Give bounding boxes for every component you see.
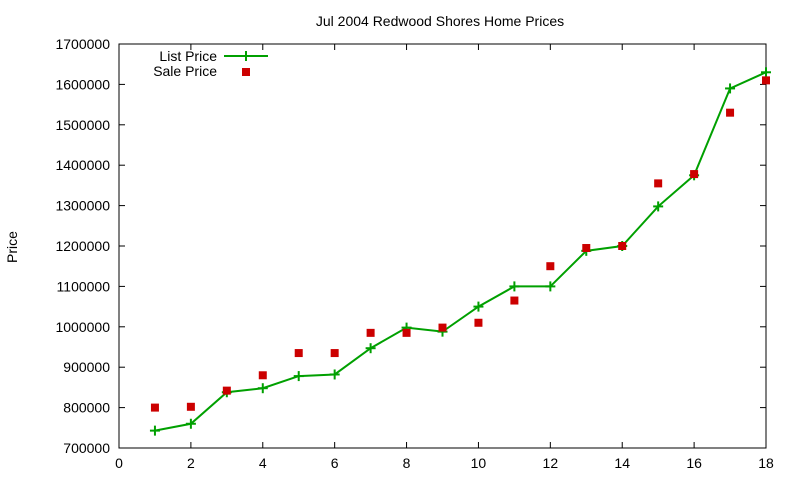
- list-price-point: [725, 83, 736, 94]
- x-tick-label: 18: [758, 455, 774, 471]
- x-tick-label: 8: [403, 455, 411, 471]
- y-tick-label: 1200000: [55, 238, 110, 254]
- y-tick-label: 700000: [63, 440, 110, 456]
- list-price-point: [365, 343, 376, 354]
- legend: List Price Sale Price: [153, 48, 268, 79]
- x-tick-label: 10: [471, 455, 487, 471]
- list-price-point: [293, 371, 304, 382]
- sale-price-point: [366, 328, 375, 337]
- y-tick-label: 900000: [63, 359, 110, 375]
- x-tick-label: 0: [115, 455, 123, 471]
- sale-price-point: [258, 371, 267, 380]
- sale-price-point: [762, 76, 770, 85]
- sale-price-point: [546, 262, 555, 271]
- sale-price-point: [150, 403, 159, 412]
- x-tick-label: 16: [686, 455, 702, 471]
- list-price-point: [185, 418, 196, 429]
- list-price-point: [329, 369, 340, 380]
- sale-price-point: [690, 170, 699, 179]
- y-tick-label: 1300000: [55, 198, 110, 214]
- sale-price-point: [186, 402, 195, 411]
- list-price-point: [653, 201, 664, 212]
- sale-price-point: [510, 296, 519, 305]
- list-price-point: [545, 281, 556, 292]
- y-tick-label: 1100000: [57, 278, 111, 294]
- x-tick-label: 2: [187, 455, 195, 471]
- sale-price-point: [582, 244, 591, 253]
- list-price-point: [257, 383, 268, 394]
- chart-title: Jul 2004 Redwood Shores Home Prices: [316, 13, 564, 29]
- sale-price-point: [294, 349, 303, 358]
- y-tick-label: 1600000: [55, 76, 110, 92]
- x-tick-label: 6: [331, 455, 339, 471]
- y-tick-label: 1000000: [55, 319, 110, 335]
- list-price-point: [761, 67, 771, 78]
- sale-price-point: [330, 349, 339, 358]
- y-tick-label: 1500000: [55, 117, 110, 133]
- x-tick-label: 12: [543, 455, 559, 471]
- sale-price-point: [654, 179, 663, 188]
- legend-marker-sale-price: [242, 68, 250, 76]
- legend-label-list-price: List Price: [159, 48, 217, 64]
- sale-price-point: [402, 328, 411, 337]
- sale-price-point: [618, 242, 627, 250]
- list-price-line: [154, 71, 767, 432]
- list-price-point: [149, 425, 160, 436]
- y-tick-label: 1700000: [55, 36, 110, 52]
- list-price-point: [509, 281, 520, 292]
- series-group: [149, 67, 771, 436]
- y-axis-label: Price: [4, 231, 20, 263]
- axis-ticks: 0 2 4 6 8 10 12 14 16 18 700000 800000 900000 1000000…: [55, 36, 774, 471]
- legend-label-sale-price: Sale Price: [153, 63, 217, 79]
- x-tick-label: 4: [259, 455, 267, 471]
- x-tick-label: 14: [614, 455, 630, 471]
- y-tick-label: 1400000: [55, 157, 110, 173]
- list-price-point: [473, 301, 484, 312]
- sale-price-point: [726, 108, 735, 117]
- legend-marker-list-price: [241, 51, 251, 61]
- sale-price-point: [438, 323, 447, 332]
- y-tick-label: 800000: [63, 400, 110, 416]
- sale-price-point: [222, 386, 231, 395]
- sale-price-point: [474, 318, 483, 327]
- plot-frame: [118, 43, 767, 449]
